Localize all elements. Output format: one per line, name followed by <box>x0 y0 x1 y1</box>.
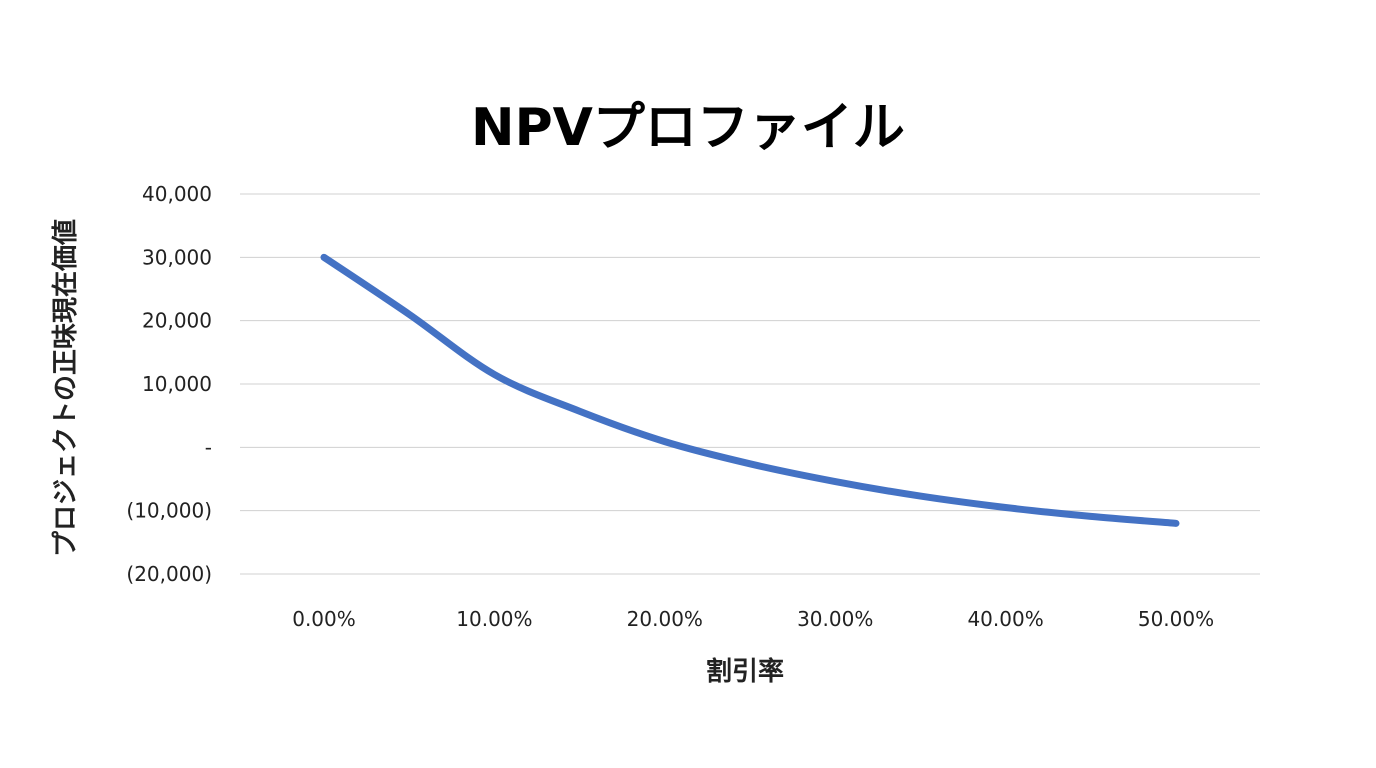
chart-title: NPVプロファイル <box>471 98 905 158</box>
y-axis-title: プロジェクトの正味現在価値 <box>51 219 81 557</box>
y-axis-tick-labels: 40,000 30,000 20,000 10,000 - (10,000) (20,000… <box>126 182 212 586</box>
x-tick-label: 20.00% <box>627 607 703 631</box>
x-tick-label: 10.00% <box>456 607 532 631</box>
x-tick-label: 30.00% <box>797 607 873 631</box>
y-tick-label: (10,000) <box>126 499 212 523</box>
y-tick-label: (20,000) <box>126 562 212 586</box>
x-tick-label: 0.00% <box>292 607 356 631</box>
y-tick-label: 40,000 <box>142 182 212 206</box>
series-layer <box>320 253 1180 527</box>
y-tick-label: 10,000 <box>142 372 212 396</box>
grid-lines <box>240 193 1260 575</box>
x-tick-label: 50.00% <box>1138 607 1214 631</box>
npv-series-line <box>320 253 1180 527</box>
y-tick-label: 20,000 <box>142 309 212 333</box>
y-tick-label: 30,000 <box>142 245 212 269</box>
x-axis-tick-labels: 0.00% 10.00% 20.00% 30.00% 40.00% 50.00% <box>292 607 1214 631</box>
x-tick-label: 40.00% <box>967 607 1043 631</box>
x-axis-title: 割引率 <box>706 656 784 687</box>
y-tick-label: - <box>205 435 212 459</box>
